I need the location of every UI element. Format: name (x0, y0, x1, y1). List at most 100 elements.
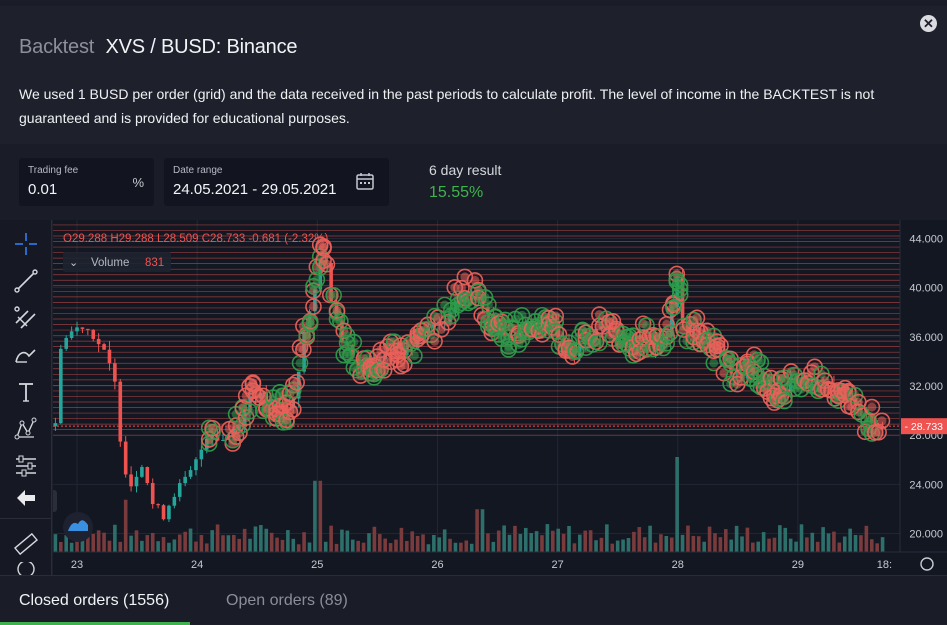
candle-body (610, 325, 615, 327)
result-label: 6 day result (429, 162, 502, 178)
crosshair-icon[interactable] (10, 228, 42, 260)
volume-bar (529, 533, 533, 552)
volume-bar (815, 541, 820, 552)
volume-bar (275, 537, 279, 552)
volume-bar (805, 537, 809, 552)
trading-fee-field[interactable]: Trading fee 0.01 % (19, 158, 154, 206)
volume-bar (264, 528, 269, 552)
order-marker-fill (292, 377, 302, 387)
chevron-down-icon[interactable]: ⌄ (69, 257, 78, 269)
candle-body (161, 505, 166, 520)
order-marker-fill (665, 328, 675, 338)
volume-bar (86, 530, 90, 552)
volume-bar (118, 541, 123, 552)
back-arrow-icon[interactable] (10, 482, 42, 514)
panel-collapse-handle (49, 490, 57, 512)
candle-body (313, 289, 317, 312)
buy-order-marker (776, 392, 793, 410)
volume-bar (669, 537, 674, 552)
volume-bar (632, 531, 636, 552)
ruler-icon[interactable] (10, 528, 42, 560)
calendar-icon[interactable] (355, 171, 375, 191)
order-marker-fill (436, 324, 446, 334)
volume-bar (259, 525, 263, 552)
price-chart[interactable]: 44.000 40.000 36.000 32.000 28.000 24.000 20.0… (49, 213, 947, 575)
measure-settings-icon[interactable] (10, 450, 42, 482)
tab-closed-orders[interactable]: Closed orders (1556) (19, 592, 170, 609)
volume-bar (367, 533, 371, 552)
volume-bar (372, 526, 377, 552)
time-tick-label: 28 (672, 559, 684, 571)
volume-bar (469, 543, 474, 552)
volume-bar (75, 532, 79, 552)
top-strip (0, 0, 947, 6)
brush-icon[interactable] (10, 339, 42, 371)
volume-bar (188, 528, 193, 552)
volume-bar (107, 540, 112, 552)
volume-bar (778, 525, 782, 552)
volume-bar (442, 529, 447, 552)
order-marker-fill (349, 337, 359, 347)
volume-bar (167, 542, 171, 552)
volume-bar (53, 534, 58, 552)
candle-body (96, 338, 101, 345)
volume-bar (204, 543, 209, 552)
order-marker-fill (675, 290, 685, 300)
volume-bar (550, 530, 555, 552)
date-range-value[interactable]: 24.05.2021 - 29.05.2021 (173, 181, 337, 198)
sell-order-marker (244, 375, 262, 393)
volume-bar (313, 480, 317, 552)
trend-line-icon[interactable] (10, 265, 42, 297)
text-tool-icon[interactable] (10, 376, 42, 408)
pattern-icon[interactable] (10, 413, 42, 445)
magnet-icon[interactable] (10, 562, 42, 575)
volume-bar (161, 537, 166, 552)
volume-bar (567, 525, 571, 552)
time-axis (53, 552, 947, 575)
fib-tools-icon[interactable] (10, 302, 42, 334)
volume-bar (383, 538, 387, 552)
candle-body (329, 262, 333, 302)
order-marker-fill (245, 406, 255, 416)
volume-bar (523, 527, 528, 552)
candle-body (86, 328, 90, 330)
order-marker-fill (248, 379, 258, 389)
order-marker-fill (551, 311, 561, 321)
order-marker-fill (305, 317, 315, 327)
volume-bar (545, 524, 550, 552)
volume-bar (848, 528, 852, 552)
trading-fee-label: Trading fee (28, 165, 79, 176)
volume-bar (659, 534, 663, 552)
volume-bar (356, 540, 360, 552)
candle-body (80, 327, 85, 329)
volume-bar (723, 529, 728, 552)
price-tick-label: 24.000 (909, 479, 943, 491)
volume-bar (113, 524, 117, 552)
chart-canvas[interactable]: 44.00040.00036.00032.00028.00024.00020.0… (49, 213, 947, 575)
sell-order-marker (429, 309, 447, 326)
date-range-field[interactable]: Date range 24.05.2021 - 29.05.2021 (164, 158, 389, 206)
candle-body (150, 483, 155, 505)
orders-tabs: Closed orders (1556) Open orders (89) (0, 575, 947, 625)
order-marker-fill (709, 358, 719, 368)
tab-open-orders[interactable]: Open orders (89) (226, 592, 348, 609)
order-marker-fill (874, 427, 884, 437)
candle-body (59, 348, 63, 424)
buy-order-marker (241, 402, 258, 420)
volume-bar (280, 539, 285, 552)
volume-bar (745, 527, 750, 552)
close-icon[interactable]: ✕ (920, 15, 937, 32)
candle-body (880, 426, 885, 428)
time-tick-label: 29 (792, 559, 804, 571)
buy-order-marker (459, 294, 477, 312)
candle-body (859, 406, 863, 410)
candle-body (177, 483, 182, 497)
volume-bar (534, 531, 539, 552)
volume-bar (880, 537, 885, 552)
trading-fee-value[interactable]: 0.01 (28, 181, 58, 198)
settings-gear-icon[interactable] (920, 557, 934, 571)
order-marker-fill (298, 345, 308, 355)
buy-order-marker (500, 341, 517, 358)
volume-bar (740, 536, 744, 552)
candle-body (134, 476, 139, 487)
